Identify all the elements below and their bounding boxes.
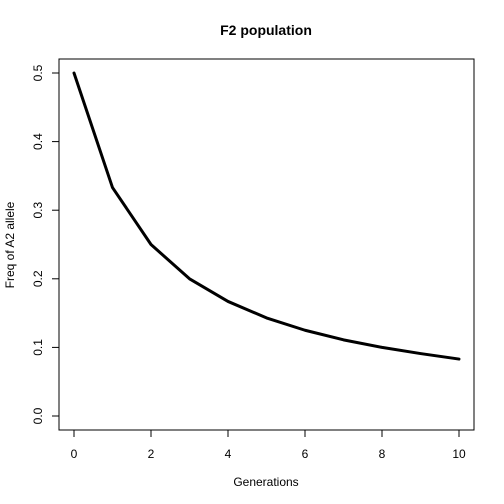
y-axis-title: Freq of A2 allele	[3, 201, 17, 288]
x-tick-label: 6	[302, 447, 309, 461]
x-axis: 0 2 4 6 8 10	[71, 429, 466, 461]
x-tick-label: 2	[148, 447, 155, 461]
series-layer	[72, 71, 461, 361]
x-tick-label: 4	[225, 447, 232, 461]
x-tick-label: 8	[379, 447, 386, 461]
chart-title: F2 population	[220, 22, 312, 38]
x-tick-label: 0	[71, 447, 78, 461]
y-tick-label: 0.2	[31, 270, 45, 287]
plot-frame	[58, 58, 475, 431]
x-tick-label: 10	[452, 447, 466, 461]
x-axis-title: Generations	[233, 475, 298, 489]
y-tick-label: 0.4	[31, 133, 45, 150]
y-tick-label: 0.3	[31, 202, 45, 219]
y-axis: 0.0 0.1 0.2 0.3 0.4 0.5	[31, 64, 60, 424]
y-tick-label: 0.1	[31, 339, 45, 356]
y-tick-label: 0.0	[31, 407, 45, 424]
y-tick-label: 0.5	[31, 64, 45, 81]
series-line	[72, 71, 461, 361]
